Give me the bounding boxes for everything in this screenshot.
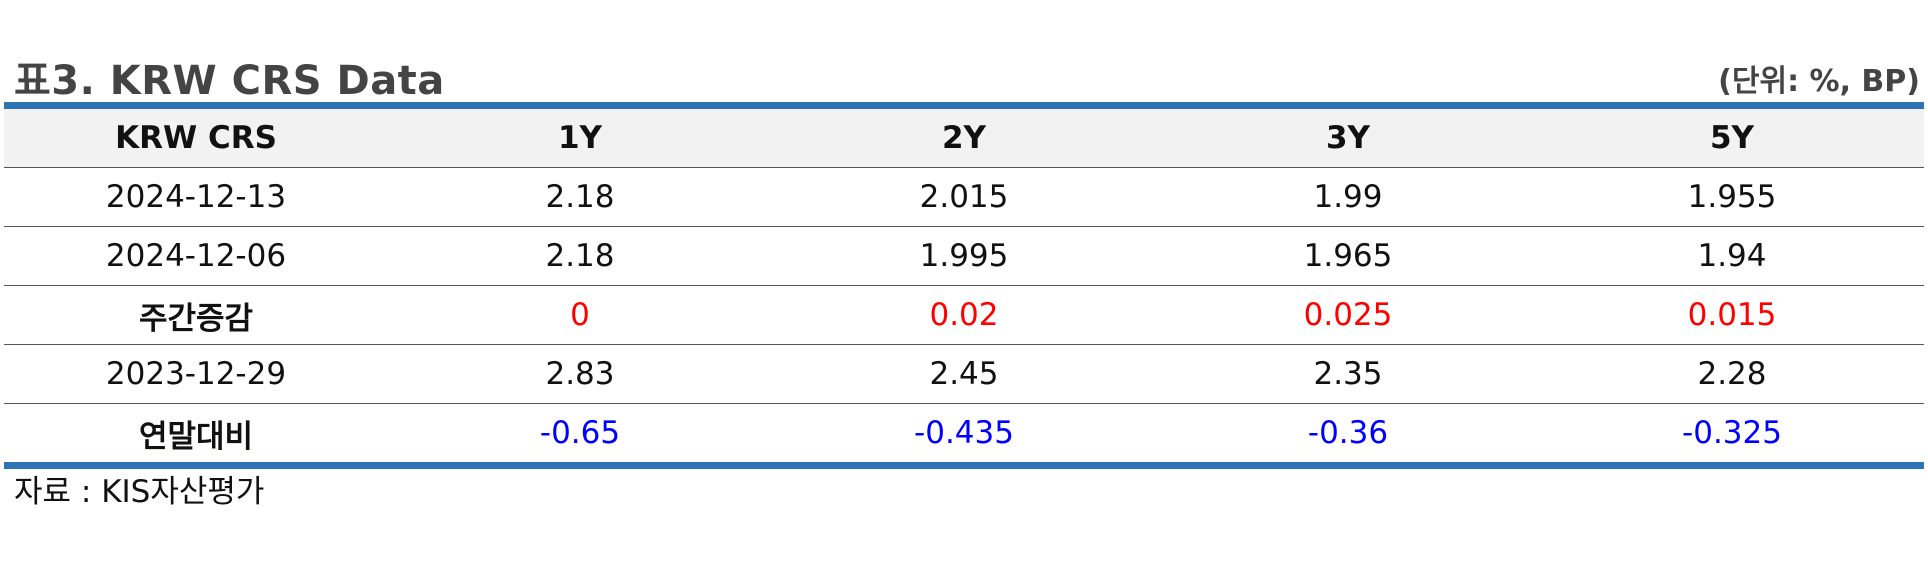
header-cell-5y: 5Y (1540, 109, 1924, 168)
table-title: 표3. KRW CRS Data (14, 58, 445, 104)
table-row-weekly-change: 주간증감 0 0.02 0.025 0.015 (4, 285, 1924, 345)
table-row: 2024-12-13 2.18 2.015 1.99 1.955 (4, 167, 1924, 227)
table-cell: 1.99 (1156, 167, 1540, 227)
change-cell: 0.02 (772, 285, 1156, 345)
table-cell: 2.015 (772, 167, 1156, 227)
table-cell: 1.995 (772, 226, 1156, 286)
source-note: 자료 : KIS자산평가 (14, 474, 265, 510)
row-label: 2023-12-29 (4, 344, 388, 404)
row-label: 2024-12-13 (4, 167, 388, 227)
table-cell: 1.965 (1156, 226, 1540, 286)
table-cell: 1.955 (1540, 167, 1924, 227)
header-cell-krw-crs: KRW CRS (4, 109, 388, 168)
title-row: 표3. KRW CRS Data (단위: %, BP) (8, 44, 1920, 104)
change-cell: -0.65 (539, 415, 621, 451)
row-label-weekly-change: 주간증감 (4, 285, 388, 345)
table-cell: 2.28 (1540, 344, 1924, 404)
header-cell-1y: 1Y (388, 109, 772, 168)
header-cell-3y: 3Y (1156, 109, 1540, 168)
table-cell: 2.35 (1156, 344, 1540, 404)
table-cell: 2.83 (388, 344, 772, 404)
table-cell: 1.94 (1540, 226, 1924, 286)
change-cell: -0.325 (1682, 415, 1782, 451)
change-cell: 0.025 (1156, 285, 1540, 345)
crs-table-container: KRW CRS 1Y 2Y 3Y 5Y 2024-12-13 2.18 2.01… (4, 102, 1924, 469)
header-row: KRW CRS 1Y 2Y 3Y 5Y (4, 109, 1924, 168)
table-cell: 2.18 (388, 167, 772, 227)
table-row-ytd-change: 연말대비 -0.65 -0.435 -0.36 -0.325 (4, 404, 1924, 463)
unit-label: (단위: %, BP) (1718, 64, 1920, 99)
crs-table: KRW CRS 1Y 2Y 3Y 5Y 2024-12-13 2.18 2.01… (4, 109, 1924, 462)
change-cell: -0.435 (914, 415, 1014, 451)
table-row: 2024-12-06 2.18 1.995 1.965 1.94 (4, 226, 1924, 286)
change-cell: -0.36 (1307, 415, 1389, 451)
top-rule (4, 102, 1924, 109)
header-cell-2y: 2Y (772, 109, 1156, 168)
table-row: 2023-12-29 2.83 2.45 2.35 2.28 (4, 344, 1924, 404)
change-cell: 0.015 (1540, 285, 1924, 345)
table-cell: 2.45 (772, 344, 1156, 404)
row-label-ytd-change: 연말대비 (138, 418, 254, 455)
row-label: 2024-12-06 (4, 226, 388, 286)
table-cell: 2.18 (388, 226, 772, 286)
bottom-rule (4, 462, 1924, 469)
change-cell: 0 (388, 285, 772, 345)
